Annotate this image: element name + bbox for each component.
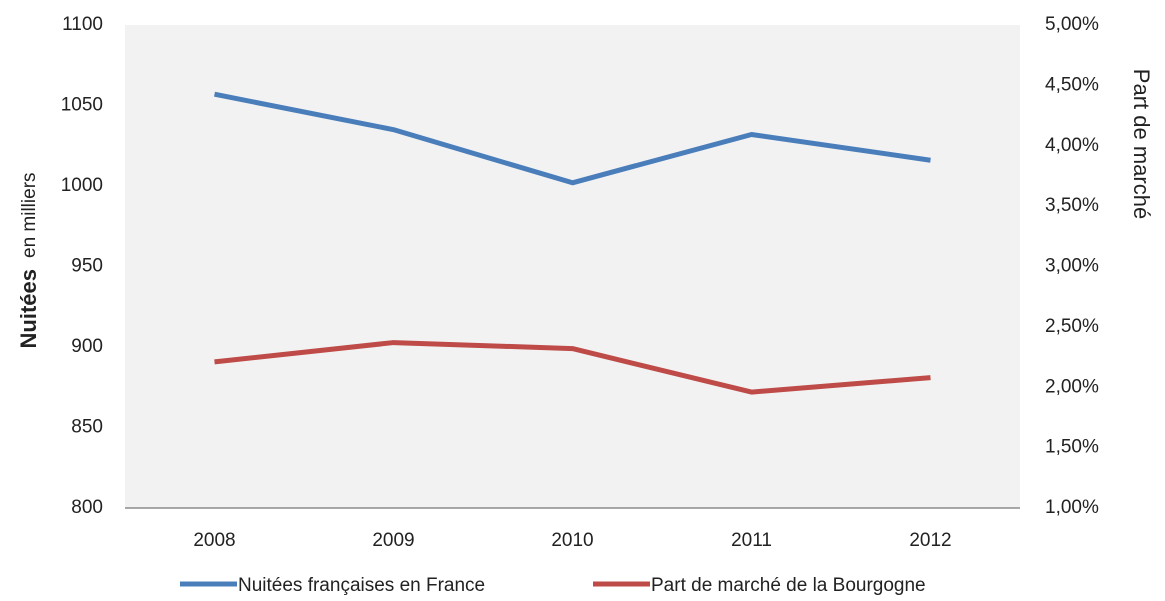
x-tick-label: 2012 (909, 530, 951, 551)
y2-tick-label: 3,50% (1045, 195, 1099, 216)
y-tick-label: 900 (71, 336, 103, 357)
y2-tick-label: 2,00% (1045, 376, 1099, 397)
y-axis-label: Nuitées (16, 269, 41, 348)
plot-area (125, 25, 1020, 508)
y-tick-label: 950 (71, 256, 103, 277)
y-tick-label: 800 (71, 497, 103, 518)
y2-tick-label: 2,50% (1045, 316, 1099, 337)
y2-axis-label: Part de marché (1129, 69, 1154, 219)
y2-tick-label: 4,00% (1045, 135, 1099, 156)
x-tick-label: 2008 (193, 530, 235, 551)
y2-tick-label: 3,00% (1045, 256, 1099, 277)
y2-tick-label: 1,00% (1045, 497, 1099, 518)
y2-tick-label: 1,50% (1045, 437, 1099, 458)
legend-label: Nuitées françaises en France (238, 575, 485, 596)
series-line (214, 340, 931, 395)
x-tick-label: 2011 (731, 530, 772, 551)
x-tick-label: 2010 (551, 530, 593, 551)
x-tick-label: 2009 (372, 530, 414, 551)
y2-tick-label: 5,00% (1045, 14, 1099, 35)
y-tick-label: 1050 (61, 95, 103, 116)
y-tick-label: 1100 (62, 14, 103, 35)
y-tick-label: 1000 (61, 175, 103, 196)
series-line (214, 91, 931, 186)
y-tick-label: 850 (71, 417, 103, 438)
y2-tick-label: 4,50% (1045, 74, 1099, 95)
legend-label: Part de marché de la Bourgogne (651, 575, 926, 596)
y-axis-unit: en milliers (19, 172, 40, 258)
